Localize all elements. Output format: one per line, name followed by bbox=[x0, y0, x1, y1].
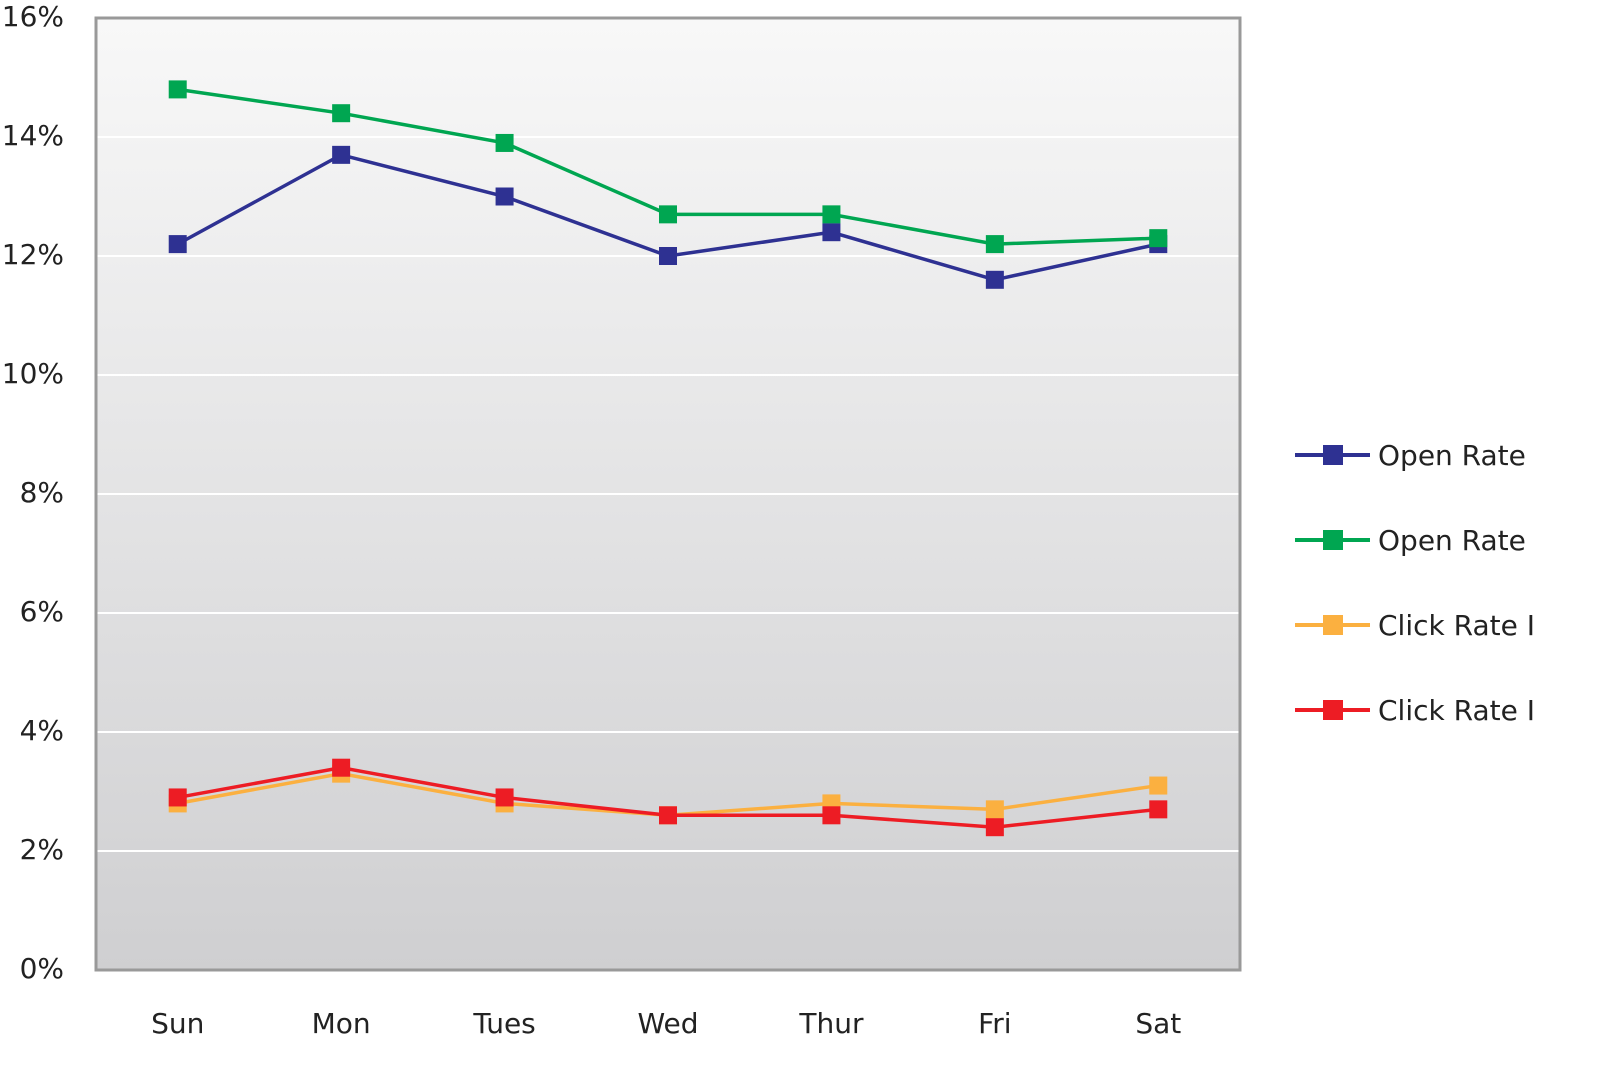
point-marker bbox=[659, 806, 677, 825]
x-tick-label: Thur bbox=[798, 1007, 864, 1040]
x-tick-label: Mon bbox=[312, 1007, 371, 1040]
point-marker bbox=[168, 235, 187, 254]
point-marker bbox=[1149, 800, 1168, 819]
x-tick-label: Wed bbox=[637, 1007, 698, 1040]
plot-border bbox=[94, 16, 1242, 972]
y-tick-label: 10% bbox=[2, 357, 64, 390]
point-marker bbox=[822, 205, 841, 224]
y-tick-label: 12% bbox=[2, 238, 64, 271]
legend-label: Click Rate I bbox=[1378, 609, 1535, 642]
legend-marker bbox=[1323, 530, 1343, 550]
point-marker bbox=[332, 145, 351, 164]
point-marker bbox=[332, 758, 351, 777]
y-tick-label: 6% bbox=[20, 595, 64, 628]
point-marker bbox=[659, 205, 677, 224]
y-tick-label: 0% bbox=[20, 952, 64, 985]
legend-marker bbox=[1323, 615, 1343, 635]
x-tick-label: Sat bbox=[1135, 1007, 1181, 1040]
y-tick-label: 8% bbox=[20, 476, 64, 509]
y-tick-label: 2% bbox=[20, 833, 64, 866]
legend-label: Click Rate I bbox=[1378, 694, 1535, 727]
point-marker bbox=[495, 788, 514, 807]
x-tick-label: Fri bbox=[978, 1007, 1011, 1040]
point-marker bbox=[168, 788, 187, 807]
legend-label: Open Rate bbox=[1378, 439, 1526, 472]
point-marker bbox=[168, 80, 187, 99]
y-tick-label: 14% bbox=[2, 119, 64, 152]
point-marker bbox=[985, 818, 1004, 837]
legend-marker bbox=[1323, 445, 1343, 465]
point-marker bbox=[985, 800, 1004, 819]
x-tick-label: Tues bbox=[472, 1007, 535, 1040]
x-tick-label: Sun bbox=[151, 1007, 204, 1040]
point-marker bbox=[822, 806, 841, 825]
point-marker bbox=[1149, 776, 1168, 795]
point-marker bbox=[495, 133, 514, 152]
point-marker bbox=[985, 235, 1004, 254]
point-marker bbox=[332, 104, 351, 123]
point-marker bbox=[822, 223, 841, 242]
y-tick-label: 16% bbox=[2, 0, 64, 33]
point-marker bbox=[659, 247, 677, 265]
legend-marker bbox=[1323, 700, 1343, 720]
legend-label: Open Rate bbox=[1378, 524, 1526, 557]
y-tick-label: 4% bbox=[20, 714, 64, 747]
point-marker bbox=[1149, 229, 1168, 248]
point-marker bbox=[985, 270, 1004, 289]
point-marker bbox=[495, 187, 514, 206]
